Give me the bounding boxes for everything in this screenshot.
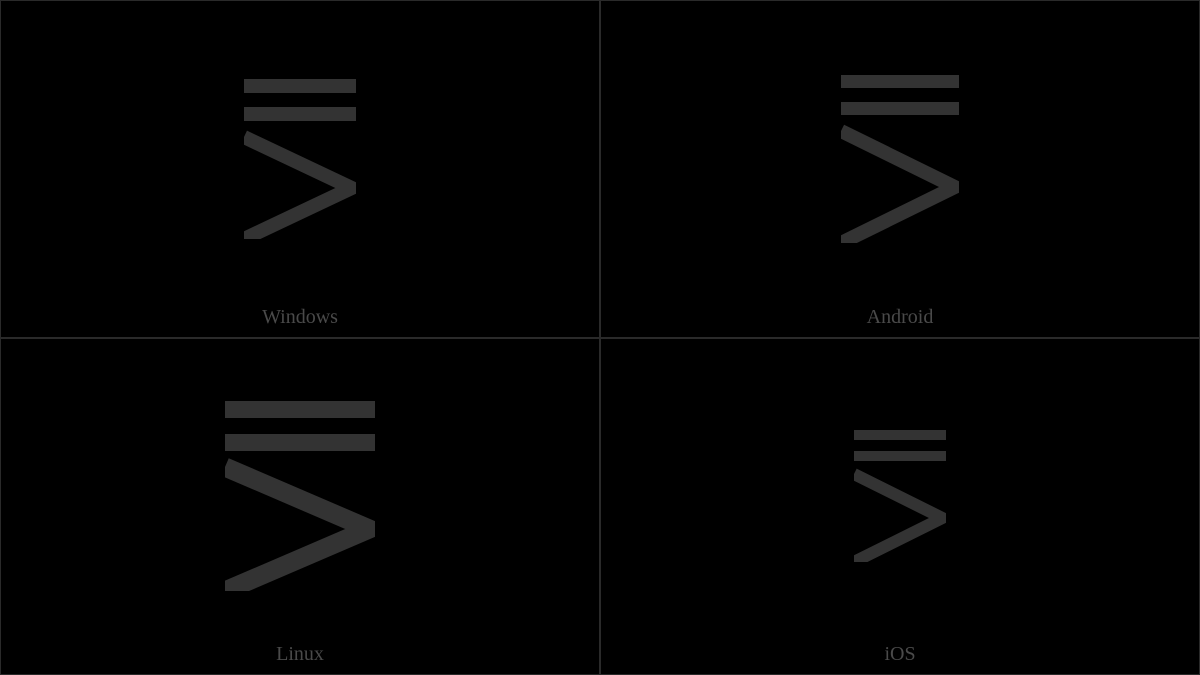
glyph-svg-ios <box>854 430 946 562</box>
glyph-linux <box>225 401 375 591</box>
panel-windows: Windows <box>0 0 600 338</box>
caption-linux: Linux <box>1 643 599 666</box>
panel-android: Android <box>600 0 1200 338</box>
panel-ios: iOS <box>600 338 1200 675</box>
caption-windows: Windows <box>1 306 599 329</box>
panel-linux: Linux <box>0 338 600 675</box>
glyph-windows <box>244 79 356 239</box>
glyph-svg-android <box>841 75 959 243</box>
glyph-svg-linux <box>225 401 375 591</box>
glyph-comparison-grid: WindowsAndroid LinuxiOS <box>0 0 1200 675</box>
caption-android: Android <box>601 306 1199 329</box>
glyph-android <box>841 75 959 243</box>
glyph-ios <box>854 430 946 562</box>
glyph-svg-windows <box>244 79 356 239</box>
caption-ios: iOS <box>601 643 1199 666</box>
